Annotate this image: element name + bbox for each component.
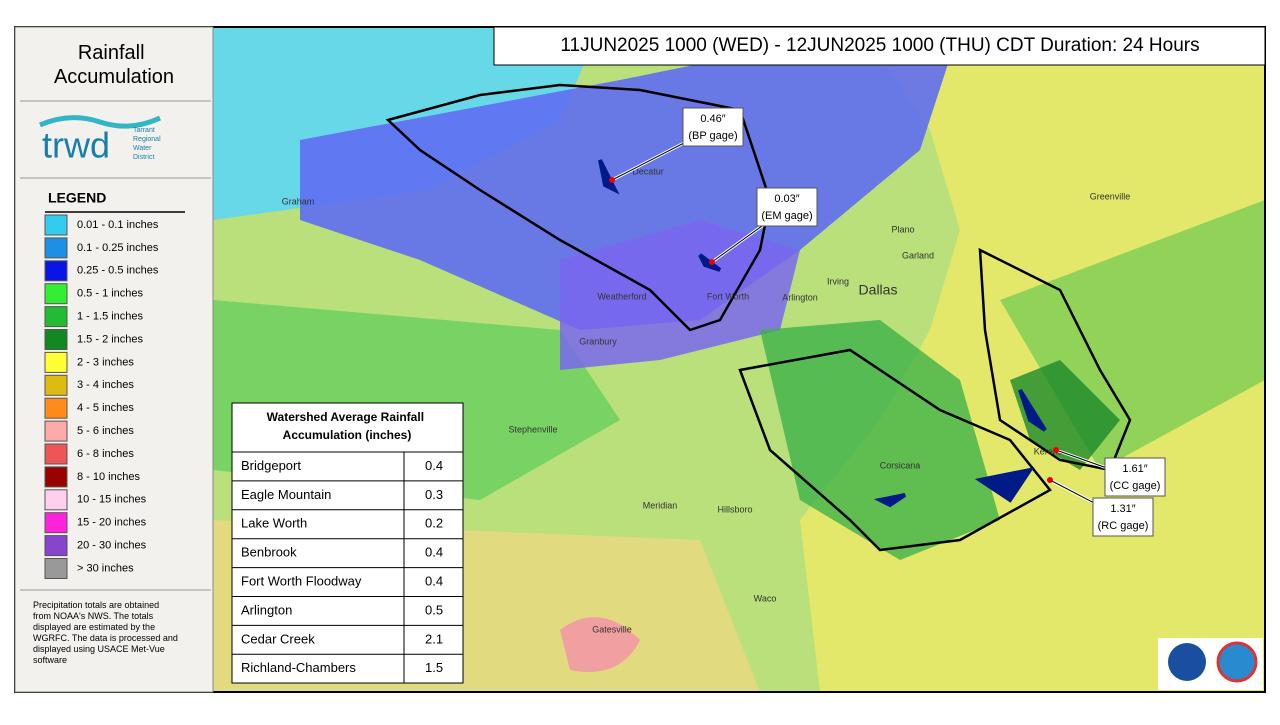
period: 11JUN2025 1000 (WED) - 12JUN2025 1000 (T… [560, 35, 1199, 56]
map-label: Graham [282, 196, 315, 206]
callout-text: (CC gage) [1110, 480, 1161, 492]
panel-title: Rainfall Accumulation [54, 42, 174, 88]
legend-title: LEGEND [48, 190, 106, 206]
legend-swatch [44, 489, 68, 511]
table-name: Eagle Mountain [241, 487, 331, 502]
map-label: Garland [902, 250, 934, 260]
legend-label: 4 - 5 inches [77, 402, 134, 414]
table-value: 0.4 [425, 545, 443, 560]
legend-label: 0.01 - 0.1 inches [77, 219, 159, 231]
legend-label: 0.1 - 0.25 inches [77, 242, 159, 254]
callout-box [1104, 457, 1166, 497]
table-title: Watershed Average Rainfall Accumulation … [267, 410, 428, 442]
logo-name: trwd [42, 125, 110, 166]
map-label: Waco [754, 593, 777, 603]
logo-subtitle: Tarrant Regional Water District [133, 127, 163, 161]
legend-swatch [44, 374, 68, 396]
table-box [231, 402, 464, 684]
callout-text: 0.46″ [700, 113, 725, 125]
legend-label: 5 - 6 inches [77, 425, 134, 437]
footnote: Precipitation totals are obtained from N… [33, 600, 180, 665]
callout-text: (BP gage) [688, 130, 737, 142]
legend-label: 3 - 4 inches [77, 379, 134, 391]
legend-swatch [44, 283, 68, 305]
legend-swatch [44, 329, 68, 350]
map-label: Irving [827, 276, 849, 286]
legend-swatch [44, 351, 68, 373]
table-value: 0.2 [425, 516, 443, 531]
legend-label: 6 - 8 inches [77, 448, 134, 460]
map-label: Granbury [579, 336, 617, 346]
legend-label: 1.5 - 2 inches [77, 333, 144, 345]
gage [1047, 477, 1053, 483]
legend-label: 0.5 - 1 inches [77, 288, 144, 300]
table-value: 0.4 [425, 458, 443, 473]
legend-swatch [44, 397, 68, 419]
callout-text: (RC gage) [1098, 520, 1149, 532]
gage [609, 177, 615, 183]
legend-label: 2 - 3 inches [77, 356, 134, 368]
callout-box [756, 187, 818, 227]
map-label: Stephenville [508, 424, 557, 434]
legend-label: 20 - 30 inches [77, 540, 147, 552]
nws-icon [1216, 641, 1258, 683]
map-label: Corsicana [880, 460, 921, 470]
callout-text: (EM gage) [761, 210, 812, 222]
legend-swatch [44, 466, 68, 488]
table-name: Benbrook [241, 545, 297, 560]
map-label: Meridian [643, 500, 678, 510]
callout-text: 0.03″ [774, 193, 799, 205]
table-name: Cedar Creek [241, 631, 315, 646]
legend-swatch [44, 260, 68, 282]
callout-text: 1.61″ [1122, 463, 1147, 475]
legend-label: > 30 inches [77, 562, 134, 574]
map-label: Plano [891, 224, 914, 234]
table-value: 1.5 [425, 660, 443, 675]
table-value: 0.3 [425, 487, 443, 502]
legend-swatch [44, 420, 68, 442]
table-value: 0.5 [425, 602, 443, 617]
legend-label: 0.25 - 0.5 inches [77, 265, 159, 277]
legend-label: 10 - 15 inches [77, 494, 147, 506]
map-label: Arlington [782, 292, 818, 302]
legend-swatch [44, 237, 68, 259]
map-label: Greenville [1090, 191, 1131, 201]
callout-text: 1.31″ [1110, 503, 1135, 515]
legend-swatch [44, 443, 68, 465]
noaa-icon [1168, 643, 1206, 681]
legend-swatch [44, 558, 68, 579]
legend-swatch [44, 535, 68, 557]
legend-swatch [44, 512, 68, 534]
callout-box [682, 107, 744, 147]
table-name: Arlington [241, 602, 292, 617]
table-value: 2.1 [425, 631, 443, 646]
legend-label: 15 - 20 inches [77, 517, 147, 529]
map-label: Weatherford [597, 291, 646, 301]
table-name: Richland-Chambers [241, 660, 356, 675]
callout-box [1092, 497, 1154, 537]
legend-swatch [44, 306, 68, 328]
legend-label: 8 - 10 inches [77, 471, 140, 483]
table-name: Lake Worth [241, 516, 307, 531]
map-label: Decatur [632, 166, 664, 176]
gage [709, 259, 715, 265]
period-box [493, 26, 1266, 66]
table-value: 0.4 [425, 574, 443, 589]
table-name: Bridgeport [241, 458, 301, 473]
map-label: Gatesville [592, 624, 632, 634]
map-label: Fort Worth [707, 291, 749, 301]
map-label: Kerens [1034, 446, 1063, 456]
logo-wave [39, 115, 162, 129]
gage [1053, 447, 1059, 453]
legend-swatch [44, 214, 68, 236]
legend-label: 1 - 1.5 inches [77, 311, 144, 323]
map-label: Hillsboro [717, 504, 752, 514]
table-name: Fort Worth Floodway [241, 574, 362, 589]
map-label: Dallas [859, 282, 898, 298]
